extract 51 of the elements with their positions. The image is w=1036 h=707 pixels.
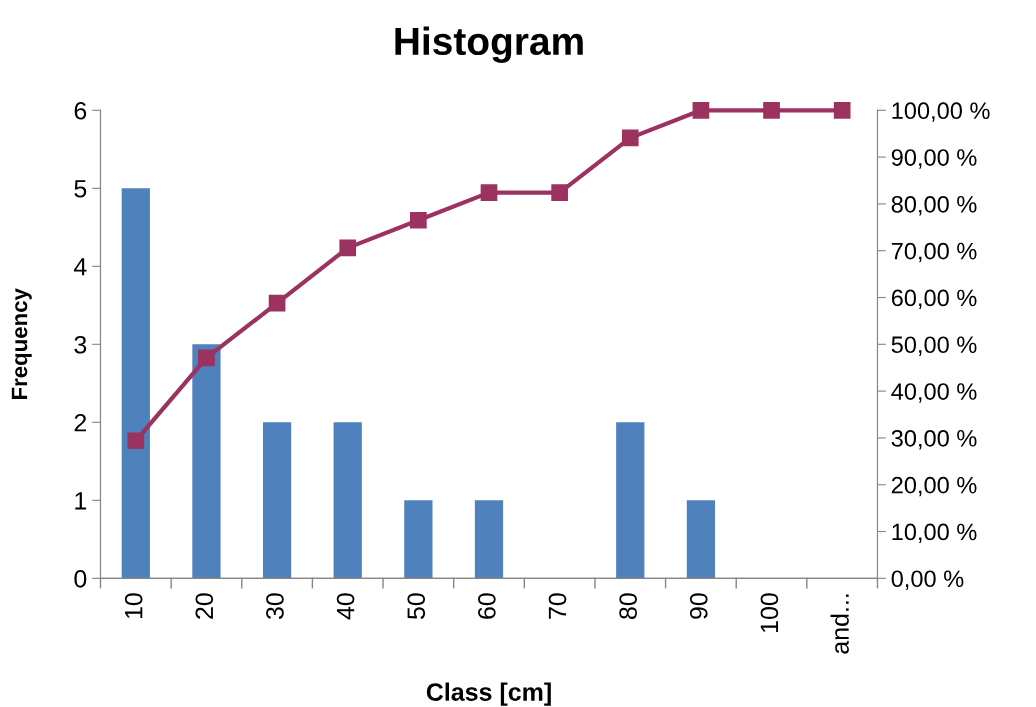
bar bbox=[333, 422, 362, 579]
chart-title: Histogram bbox=[395, 26, 583, 63]
bar bbox=[404, 500, 433, 579]
point bbox=[692, 101, 710, 119]
x-axis-title: Class [cm] bbox=[426, 682, 551, 706]
y-tick-label: 6 bbox=[74, 101, 87, 120]
point bbox=[127, 432, 145, 450]
bar bbox=[474, 500, 504, 579]
x-tick-label: 90 bbox=[689, 593, 708, 619]
y2-tick-label: 10,00 % bbox=[892, 523, 977, 544]
y-tick-label: 2 bbox=[74, 413, 87, 432]
point bbox=[198, 349, 215, 367]
y-tick-label: 5 bbox=[74, 180, 87, 198]
y2-tick-label: 100,00 % bbox=[892, 102, 990, 122]
x-tick-label: 10 bbox=[124, 593, 143, 619]
y2-tick-label: 80,00 % bbox=[891, 195, 977, 216]
x-tick-label: and... bbox=[830, 594, 849, 654]
y2-tick-label: 90,00 % bbox=[891, 149, 977, 169]
x-tick-label: 30 bbox=[266, 593, 284, 620]
y2-tick-label: 60,00 % bbox=[891, 289, 977, 310]
bar bbox=[121, 188, 150, 579]
point bbox=[551, 184, 568, 202]
x-tick-label: 80 bbox=[619, 593, 637, 619]
point bbox=[833, 101, 851, 119]
y2-tick-label: 0,00 % bbox=[891, 570, 964, 590]
y2-tick-label: 30,00 % bbox=[891, 429, 977, 450]
y2-tick-label: 70,00 % bbox=[891, 242, 977, 263]
x-tick-label: 20 bbox=[195, 593, 214, 619]
bar bbox=[192, 344, 221, 579]
y-tick-label: 4 bbox=[73, 258, 87, 276]
bar bbox=[262, 422, 292, 579]
point bbox=[339, 239, 357, 257]
x-tick-label: 70 bbox=[548, 593, 567, 619]
bar bbox=[686, 500, 716, 579]
bar bbox=[616, 422, 645, 579]
y2-tick-label: 50,00 % bbox=[891, 336, 977, 356]
point bbox=[621, 129, 639, 147]
point bbox=[763, 101, 780, 119]
point bbox=[410, 211, 427, 229]
y-tick-label: 1 bbox=[75, 492, 87, 510]
y-tick-label: 3 bbox=[74, 335, 87, 354]
x-tick-label: 60 bbox=[478, 593, 496, 619]
x-tick-label: 40 bbox=[336, 593, 355, 620]
point bbox=[268, 294, 286, 312]
x-tick-label: 100 bbox=[760, 593, 779, 633]
y-tick-label: 0 bbox=[74, 569, 87, 588]
y2-tick-label: 40,00 % bbox=[891, 383, 977, 403]
y-axis-title: Frequency bbox=[11, 288, 32, 400]
x-tick-label: 50 bbox=[407, 593, 426, 620]
point bbox=[480, 184, 498, 202]
y2-tick-label: 20,00 % bbox=[891, 476, 977, 497]
